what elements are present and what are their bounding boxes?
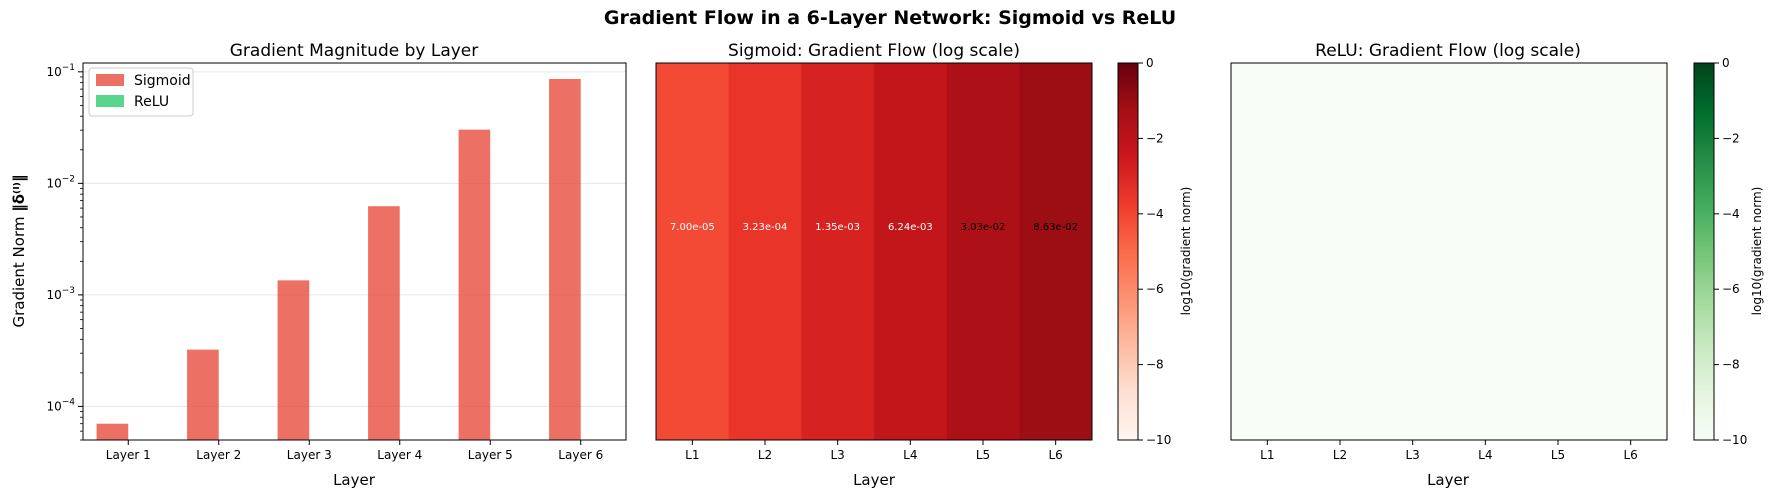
y-tick-label: 10−2 bbox=[46, 174, 75, 190]
x-tick-label: Layer 5 bbox=[468, 448, 513, 462]
colorbar-tick-label: −6 bbox=[1146, 282, 1164, 296]
colorbar-tick-label: −2 bbox=[1146, 131, 1164, 145]
bar-sigmoid-6 bbox=[549, 78, 581, 440]
x-tick-label: L2 bbox=[758, 448, 772, 462]
x-tick-label: Layer 1 bbox=[106, 448, 151, 462]
y-label-symbol: ‖δ⁽ˡ⁾‖ bbox=[10, 174, 29, 211]
colorbar-tick-label: −8 bbox=[1722, 358, 1740, 372]
bar-chart-grid bbox=[83, 71, 626, 407]
bar-chart-title: Gradient Magnitude by Layer bbox=[230, 41, 479, 61]
heatmap-cell-l6 bbox=[1019, 63, 1093, 440]
heatmap-cell-label: 3.23e-04 bbox=[743, 222, 788, 233]
bar-chart-panel: Gradient Magnitude by Layer 10−410−310−2… bbox=[10, 41, 627, 489]
relu-colorbar bbox=[1693, 62, 1715, 441]
x-tick-label: Layer 6 bbox=[558, 448, 603, 462]
heatmap-cell-l1 bbox=[656, 63, 730, 440]
x-tick-label: L2 bbox=[1333, 448, 1347, 462]
colorbar-tick-label: −6 bbox=[1722, 282, 1740, 296]
x-tick-label: L6 bbox=[1049, 448, 1063, 462]
bar-chart-x-ticks: Layer 1 Layer 2 Layer 3 Layer 4 Layer 5 Layer… bbox=[106, 440, 603, 462]
relu-heatmap-panel: ReLU: Gradient Flow (log scale) L1 L2 L3 L4… bbox=[1230, 41, 1764, 489]
x-tick-label: Layer 3 bbox=[287, 448, 332, 462]
y-tick-exponent: −3 bbox=[62, 286, 75, 296]
x-tick-label: L3 bbox=[831, 448, 845, 462]
colorbar-tick-label: −2 bbox=[1722, 131, 1740, 145]
colorbar-tick-label: −10 bbox=[1146, 433, 1171, 447]
legend-swatch-relu bbox=[96, 95, 124, 107]
heatmap-cell-l4 bbox=[874, 63, 948, 440]
bar-chart-y-ticks: 10−410−310−210−1 bbox=[46, 63, 83, 441]
colorbar-tick-label: −4 bbox=[1722, 207, 1740, 221]
sigmoid-heatmap-x-ticks: L1 L2 L3 L4 L5 L6 bbox=[685, 440, 1063, 462]
bar-chart-bars bbox=[96, 78, 581, 440]
sigmoid-colorbar bbox=[1117, 62, 1139, 441]
heatmap-cell-label: 1.35e-03 bbox=[815, 222, 860, 233]
colorbar-tick-label: 0 bbox=[1146, 56, 1154, 70]
y-tick-base: 10 bbox=[46, 65, 61, 79]
bar-sigmoid-5 bbox=[458, 129, 491, 440]
x-tick-label: L1 bbox=[685, 448, 699, 462]
heatmap-cell-l3 bbox=[801, 63, 875, 440]
figure-title: Gradient Flow in a 6-Layer Network: Sigm… bbox=[604, 7, 1176, 29]
legend-swatch-sigmoid bbox=[96, 74, 124, 86]
bar-sigmoid-3 bbox=[277, 280, 310, 440]
y-tick-label: 10−4 bbox=[46, 397, 75, 413]
x-tick-label: L5 bbox=[1551, 448, 1565, 462]
x-tick-label: L3 bbox=[1406, 448, 1420, 462]
bar-chart-x-label: Layer bbox=[333, 471, 376, 489]
y-tick-base: 10 bbox=[46, 176, 61, 190]
sigmoid-heatmap-panel: Sigmoid: Gradient Flow (log scale) 7.00e… bbox=[655, 41, 1193, 489]
heatmap-cell-l2 bbox=[728, 63, 802, 440]
colorbar-tick-label: −4 bbox=[1146, 207, 1164, 221]
x-tick-label: L4 bbox=[1478, 448, 1492, 462]
sigmoid-heatmap-x-label: Layer bbox=[853, 471, 896, 489]
x-tick-label: Layer 4 bbox=[377, 448, 422, 462]
x-tick-label: L5 bbox=[976, 448, 990, 462]
x-tick-label: Layer 2 bbox=[196, 448, 241, 462]
x-tick-label: L1 bbox=[1260, 448, 1274, 462]
sigmoid-heatmap-cells: 7.00e-05 3.23e-04 1.35e-03 6.24e-03 3.03e-02… bbox=[656, 63, 1093, 440]
y-tick-base: 10 bbox=[46, 288, 61, 302]
colorbar-tick-label: 0 bbox=[1722, 56, 1730, 70]
heatmap-cell-label: 3.03e-02 bbox=[961, 222, 1006, 233]
y-tick-exponent: −2 bbox=[62, 174, 75, 184]
y-tick-label: 10−1 bbox=[46, 63, 75, 79]
relu-heatmap-frame bbox=[1230, 62, 1668, 441]
colorbar-tick-label: −10 bbox=[1722, 433, 1747, 447]
heatmap-cell-l5 bbox=[946, 63, 1020, 440]
sigmoid-colorbar-label: log10(gradient norm) bbox=[1179, 187, 1193, 316]
colorbar-tick-label: −8 bbox=[1146, 358, 1164, 372]
relu-heatmap-cells bbox=[1231, 63, 1667, 440]
heatmap-cell-label: 8.63e-02 bbox=[1033, 222, 1078, 233]
relu-colorbar-ticks: 0 −2 −4 −6 −8 −10 bbox=[1714, 56, 1747, 447]
relu-colorbar-label: log10(gradient norm) bbox=[1750, 187, 1764, 316]
bar-chart-frame bbox=[82, 62, 627, 441]
y-label-prefix: Gradient Norm bbox=[10, 217, 28, 328]
legend-label-relu: ReLU bbox=[134, 94, 169, 110]
sigmoid-heatmap-title: Sigmoid: Gradient Flow (log scale) bbox=[728, 41, 1020, 61]
bar-sigmoid-4 bbox=[368, 206, 400, 440]
sigmoid-heatmap-frame bbox=[655, 62, 1093, 441]
y-tick-base: 10 bbox=[46, 399, 61, 413]
legend-label-sigmoid: Sigmoid bbox=[134, 73, 191, 89]
relu-heatmap-x-label: Layer bbox=[1427, 471, 1470, 489]
x-tick-label: L4 bbox=[903, 448, 917, 462]
bar-chart-y-label: Gradient Norm ‖δ⁽ˡ⁾‖ bbox=[10, 174, 29, 327]
sigmoid-colorbar-ticks: 0 −2 −4 −6 −8 −10 bbox=[1138, 56, 1171, 447]
bar-sigmoid-2 bbox=[187, 349, 219, 440]
y-tick-label: 10−3 bbox=[46, 286, 75, 302]
bar-chart-legend: Sigmoid ReLU bbox=[88, 67, 194, 117]
heatmap-cell-label: 6.24e-03 bbox=[888, 222, 933, 233]
y-tick-exponent: −1 bbox=[62, 63, 75, 73]
y-tick-exponent: −4 bbox=[62, 397, 76, 407]
relu-heatmap-x-ticks: L1 L2 L3 L4 L5 L6 bbox=[1260, 440, 1638, 462]
relu-heatmap-title: ReLU: Gradient Flow (log scale) bbox=[1315, 41, 1581, 61]
bar-sigmoid-1 bbox=[96, 423, 129, 440]
heatmap-cell-label: 7.00e-05 bbox=[670, 222, 715, 233]
x-tick-label: L6 bbox=[1624, 448, 1638, 462]
